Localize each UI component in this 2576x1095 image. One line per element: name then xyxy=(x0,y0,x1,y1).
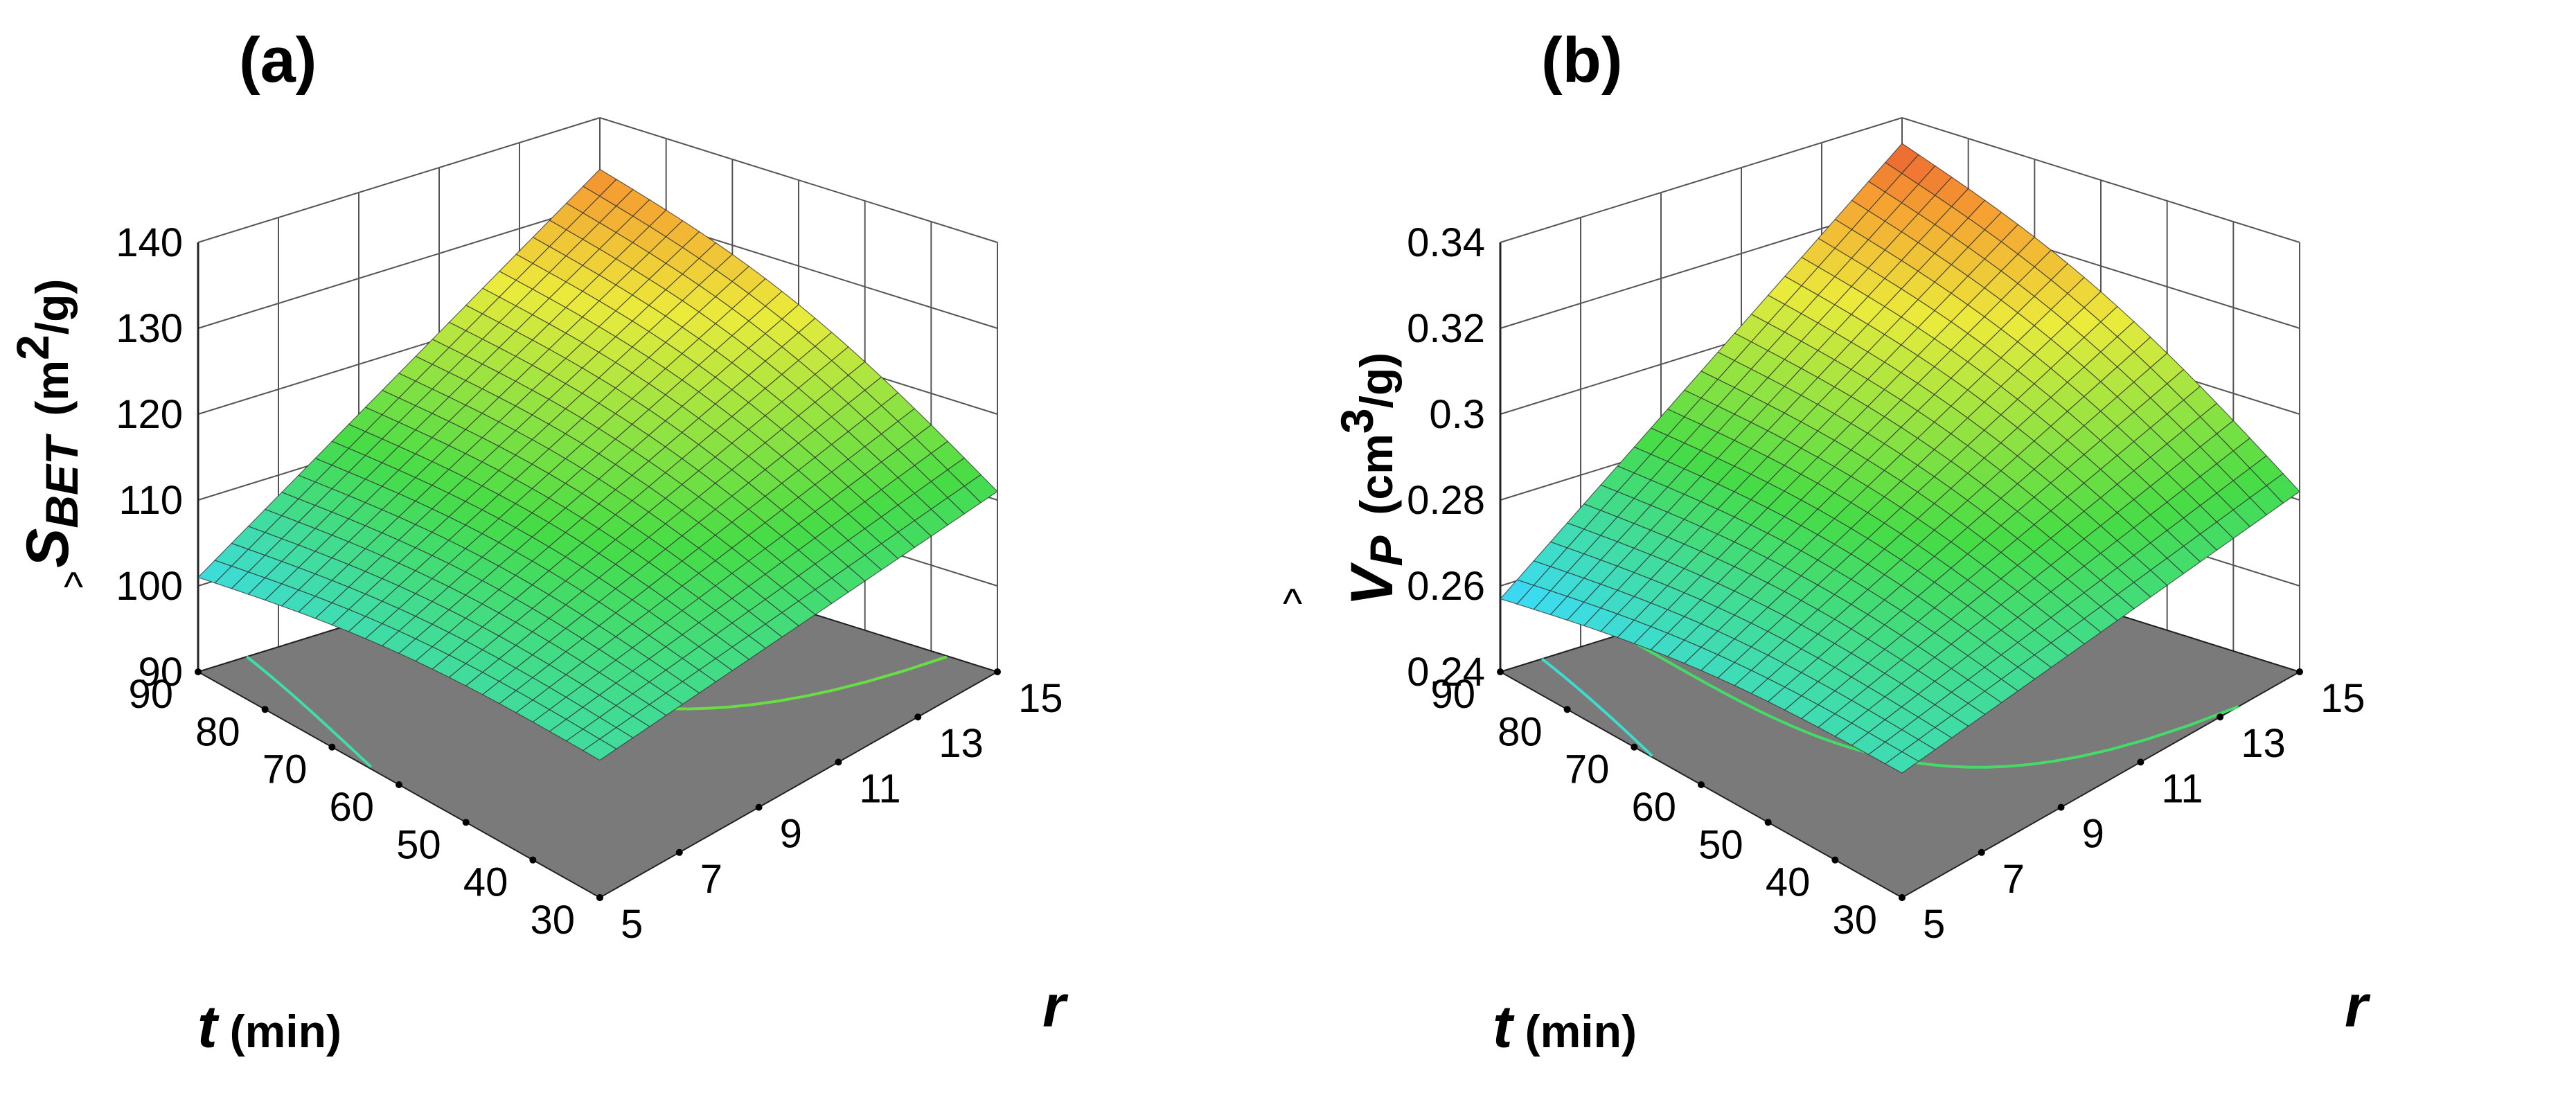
z-tick-label: 0.3 xyxy=(1429,392,1485,437)
r-tick-mark xyxy=(1978,848,1985,856)
t-tick-mark xyxy=(1497,668,1504,675)
r-tick-mark xyxy=(1899,894,1906,901)
z-tick-label: 0.26 xyxy=(1407,564,1485,609)
panel-a-hat-mark: ^ xyxy=(64,564,83,610)
t-tick-mark xyxy=(1698,781,1705,788)
panel-a-z-subscript: BET xyxy=(36,434,87,528)
floor-contour-line xyxy=(1541,657,1653,757)
r-tick-label: 9 xyxy=(2082,812,2104,857)
wall-gridline xyxy=(197,117,601,243)
t-tick-mark xyxy=(1764,819,1772,826)
panel-b-z-unit-sup: 3 xyxy=(1331,409,1383,434)
t-tick-label: 40 xyxy=(1766,860,1811,905)
surface-cell xyxy=(582,738,618,761)
panel-a-r-axis-title: r xyxy=(1042,973,1069,1040)
z-tick-label: 0.34 xyxy=(1407,220,1485,265)
panel-b-t-symbol: t xyxy=(1493,994,1515,1060)
panel-b-r-axis-title: r xyxy=(2345,973,2371,1040)
t-tick-label: 80 xyxy=(195,709,240,754)
panel-b-z-unit-tail: /g) xyxy=(1351,353,1402,409)
r-tick-label: 7 xyxy=(700,857,722,902)
wall-gridline xyxy=(197,203,601,329)
z-tick-label: 120 xyxy=(116,392,183,437)
z-tick-label: 130 xyxy=(116,306,183,351)
z-tick-label: 0.32 xyxy=(1407,306,1485,351)
panel-b-z-unit: (cm xyxy=(1351,434,1402,515)
panel-a-z-unit: (m xyxy=(26,360,78,416)
r-tick-mark xyxy=(994,668,1001,675)
t-tick-label: 90 xyxy=(128,672,173,717)
r-tick-mark xyxy=(596,894,603,901)
t-tick-mark xyxy=(529,856,537,864)
floor-contour-line xyxy=(246,655,373,768)
panel-b-t-axis-title: t (min) xyxy=(1493,994,1637,1060)
r-tick-label: 11 xyxy=(859,766,900,811)
panel-b-t-unit: (min) xyxy=(1525,1006,1637,1057)
floor-contour-line xyxy=(1619,633,2239,769)
z-tick-label: 100 xyxy=(116,564,183,609)
t-tick-mark xyxy=(1563,706,1571,713)
panel-b-hat-mark: ^ xyxy=(1283,580,1302,627)
r-tick-label: 13 xyxy=(939,721,984,766)
t-tick-label: 30 xyxy=(1832,898,1877,943)
z-tick-label: 90 xyxy=(138,650,183,695)
t-tick-label: 80 xyxy=(1498,709,1543,754)
z-tick-label: 110 xyxy=(119,478,183,523)
panel-a-t-axis-title: t (min) xyxy=(197,994,341,1060)
t-tick-label: 30 xyxy=(530,898,575,943)
panel-a-t-unit: (min) xyxy=(230,1006,341,1057)
r-tick-mark xyxy=(2057,803,2065,811)
t-tick-label: 90 xyxy=(1430,672,1475,717)
r-tick-label: 11 xyxy=(2161,766,2203,811)
t-tick-mark xyxy=(261,706,269,713)
r-tick-label: 13 xyxy=(2241,721,2286,766)
t-tick-label: 60 xyxy=(1631,785,1676,830)
panel-b: (b) VP (cm3/g) ^ t (min) r 0.24 0.26 0.28 0.3… xyxy=(1283,25,2371,1060)
r-tick-mark xyxy=(2217,713,2224,721)
panel-a-z-axis-title: SBET (m2/g) xyxy=(7,279,87,568)
t-tick-label: 60 xyxy=(329,785,374,830)
t-tick-mark xyxy=(1631,743,1638,751)
r-tick-mark xyxy=(2137,758,2144,766)
t-tick-mark xyxy=(1831,856,1839,864)
panel-b-label: (b) xyxy=(1541,25,1622,96)
panel-a-label: (a) xyxy=(239,25,317,96)
t-tick-label: 70 xyxy=(1565,747,1610,792)
panel-a: (a) SBET (m2/g) ^ t (min) r 90 100 110 120 130… xyxy=(7,25,1069,1060)
z-tick-label: 0.28 xyxy=(1407,478,1485,523)
r-tick-label: 15 xyxy=(2320,676,2365,721)
panel-b-z-axis-title: VP (cm3/g) xyxy=(1331,353,1412,606)
r-tick-mark xyxy=(675,848,683,856)
t-tick-mark xyxy=(328,743,336,751)
response-surface xyxy=(197,168,998,761)
r-tick-mark xyxy=(914,713,922,721)
panel-a-z-symbol: S xyxy=(15,528,81,568)
r-tick-label: 5 xyxy=(1923,902,1945,947)
r-tick-label: 5 xyxy=(621,902,643,947)
t-tick-label: 50 xyxy=(1698,822,1743,867)
r-tick-label: 9 xyxy=(780,812,802,857)
wall-gridline xyxy=(1500,117,1903,243)
panel-a-z-unit-sup: 2 xyxy=(7,335,58,360)
t-tick-label: 40 xyxy=(463,860,508,905)
t-tick-label: 70 xyxy=(263,747,308,792)
t-tick-mark xyxy=(462,819,470,826)
t-tick-mark xyxy=(195,668,202,675)
z-tick-label: 140 xyxy=(116,220,183,265)
r-tick-mark xyxy=(2296,668,2303,675)
r-tick-mark xyxy=(755,803,763,811)
surface-cell xyxy=(1884,751,1920,774)
panel-b-z-symbol: V xyxy=(1339,562,1405,606)
t-tick-mark xyxy=(396,781,402,788)
panel-a-t-symbol: t xyxy=(197,994,220,1060)
r-tick-label: 15 xyxy=(1018,676,1063,721)
panel-a-z-unit-tail: /g) xyxy=(26,279,78,335)
t-tick-label: 50 xyxy=(396,822,441,867)
z-tick-label: 0.24 xyxy=(1407,650,1485,695)
r-tick-mark xyxy=(835,758,842,766)
response-surface xyxy=(1499,143,2300,774)
panel-b-z-subscript: P xyxy=(1360,535,1412,567)
r-tick-label: 7 xyxy=(2002,857,2025,902)
